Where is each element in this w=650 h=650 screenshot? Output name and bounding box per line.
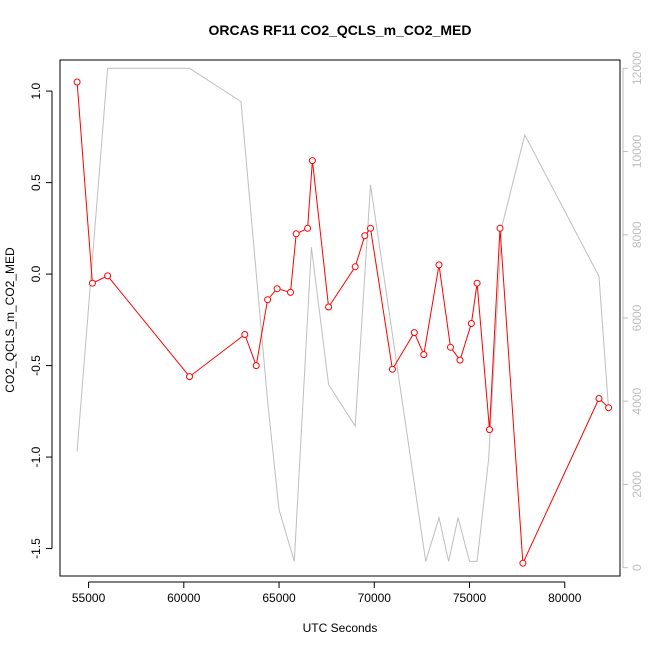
y2-tick-label: 12000 — [630, 51, 644, 85]
data-point — [467, 320, 475, 327]
y-axis-label: CO2_QCLS_m_CO2_MED — [3, 247, 17, 393]
y2-tick-label: 4000 — [630, 388, 644, 415]
y2-tick-label: 10000 — [630, 135, 644, 169]
data-point — [88, 279, 96, 287]
data-point — [361, 232, 369, 240]
data-point — [325, 303, 333, 311]
data-point — [447, 343, 454, 351]
data-point — [292, 230, 300, 238]
y-tick-label: 0.0 — [29, 265, 43, 282]
data-point — [388, 365, 396, 373]
y-tick-label: -0.5 — [29, 355, 43, 376]
x-axis-label: UTC Seconds — [303, 621, 378, 635]
data-point — [308, 157, 316, 165]
y-tick-label: -1.5 — [29, 538, 43, 559]
data-point — [519, 559, 527, 567]
data-point — [435, 261, 443, 269]
x-tick-label: 65000 — [262, 591, 296, 605]
data-point — [595, 395, 603, 402]
data-point — [241, 331, 249, 338]
y-tick-label: 1.0 — [29, 82, 43, 99]
data-point — [186, 373, 193, 381]
x-tick-label: 80000 — [548, 591, 582, 605]
data-point — [473, 279, 481, 287]
y-tick-label: -1.0 — [29, 446, 43, 467]
data-point — [73, 78, 81, 86]
data-point — [273, 285, 281, 293]
x-tick-label: 75000 — [453, 591, 487, 605]
data-point — [410, 329, 418, 337]
plot-frame — [59, 59, 621, 577]
data-point — [486, 426, 493, 434]
data-point — [367, 224, 374, 232]
x-tick-label: 60000 — [167, 591, 201, 605]
data-point — [304, 224, 312, 232]
data-point — [605, 404, 613, 412]
data-point — [456, 356, 464, 364]
data-point — [287, 288, 294, 296]
y2-tick-label: 0 — [630, 564, 644, 571]
chart-title: ORCAS RF11 CO2_QCLS_m_CO2_MED — [209, 22, 472, 38]
series-line-right — [76, 67, 610, 562]
y-tick-label: 0.5 — [29, 174, 43, 191]
y2-tick-label: 2000 — [630, 471, 644, 498]
data-point — [264, 296, 272, 304]
x-tick-label: 55000 — [72, 591, 106, 605]
data-point — [104, 272, 112, 280]
data-point — [351, 263, 359, 271]
y2-tick-label: 8000 — [630, 221, 644, 248]
y2-tick-label: 6000 — [630, 304, 644, 331]
plot-area: 55000 60000 65000 70000 75000 80000-1.5-1.0-0… — [29, 51, 644, 605]
data-point — [496, 224, 504, 232]
x-tick-label: 70000 — [358, 591, 392, 605]
data-point — [252, 362, 260, 370]
data-point — [420, 351, 428, 359]
